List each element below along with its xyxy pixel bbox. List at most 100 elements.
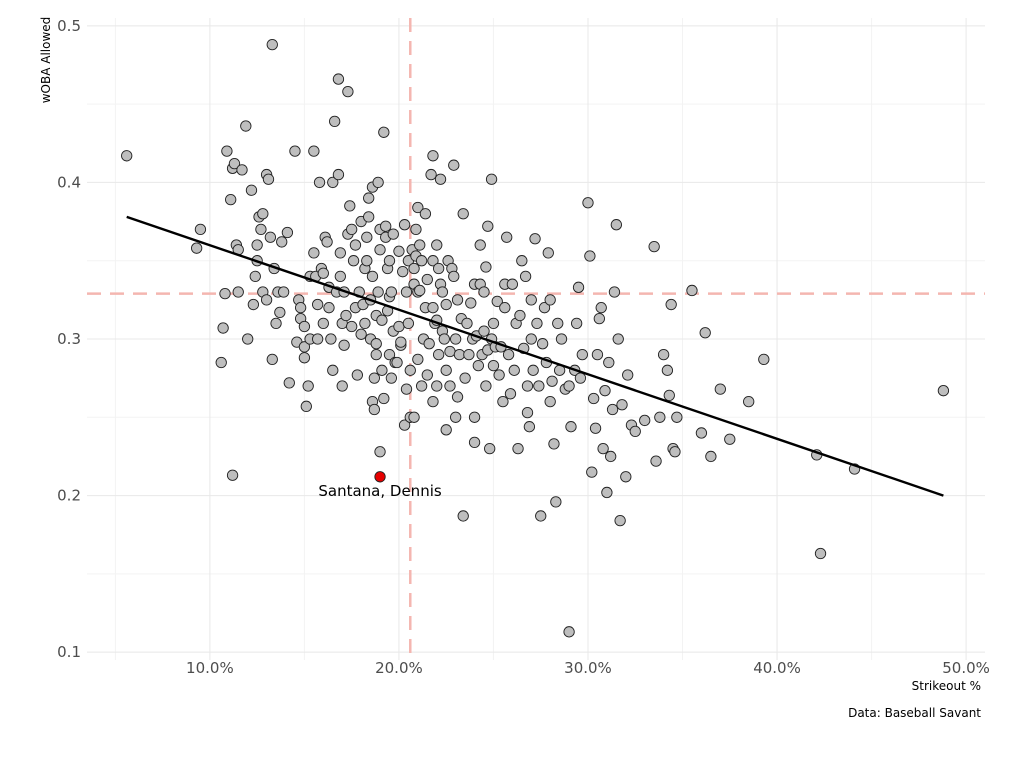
data-point: [542, 247, 554, 259]
y-tick-label: 0.2: [57, 487, 81, 505]
data-point: [387, 228, 399, 240]
data-point: [317, 317, 329, 329]
data-point: [606, 403, 619, 416]
data-point: [298, 320, 311, 333]
data-point: [393, 320, 405, 333]
x-tick-label: 50.0%: [942, 659, 990, 677]
data-point: [457, 510, 469, 522]
data-point: [363, 192, 375, 204]
data-point: [363, 211, 375, 223]
data-point: [425, 168, 437, 181]
data-point: [461, 317, 473, 329]
data-point: [671, 411, 683, 423]
data-point: [412, 201, 424, 214]
data-point: [219, 287, 231, 300]
data-point: [121, 150, 133, 162]
data-point: [482, 220, 494, 232]
data-point: [391, 356, 403, 369]
data-point: [724, 433, 736, 445]
data-point: [588, 392, 600, 405]
data-point: [654, 411, 666, 423]
data-point: [639, 414, 651, 427]
data-point: [544, 395, 556, 408]
data-point: [400, 383, 413, 395]
data-point: [661, 364, 674, 376]
data-point: [308, 145, 320, 157]
y-axis-ticks: 0.1 0.2 0.3 0.4 0.5: [57, 17, 81, 661]
data-point: [457, 208, 469, 220]
data-point: [605, 450, 617, 463]
data-point: [247, 298, 260, 311]
highlight-label: Santana, Dennis: [318, 482, 441, 500]
data-point: [232, 286, 244, 298]
data-point: [521, 380, 534, 392]
data-point: [323, 302, 335, 314]
data-point: [311, 298, 324, 311]
data-point: [427, 302, 439, 314]
data-point: [361, 231, 373, 243]
data-point: [814, 547, 827, 560]
data-point: [313, 176, 326, 189]
data-point: [436, 286, 449, 298]
data-point: [274, 306, 286, 319]
data-point: [521, 406, 534, 419]
data-point: [427, 395, 439, 408]
data-point: [608, 286, 621, 298]
data-point: [529, 233, 541, 245]
data-point: [527, 364, 539, 376]
data-point: [480, 380, 492, 392]
data-point: [657, 349, 670, 361]
data-point: [669, 446, 681, 458]
data-point: [544, 294, 556, 306]
data-point: [321, 236, 333, 248]
data-point: [294, 302, 307, 314]
data-point: [359, 317, 371, 329]
data-point: [450, 411, 462, 423]
data-point: [374, 244, 386, 256]
data-point: [423, 338, 435, 350]
data-point: [506, 278, 519, 290]
data-point: [393, 245, 405, 257]
data-point: [468, 436, 481, 448]
data-point: [453, 349, 466, 361]
data-point: [603, 356, 615, 369]
data-point: [463, 349, 475, 361]
data-point: [620, 471, 632, 483]
data-point: [705, 450, 717, 463]
data-point: [616, 399, 628, 411]
data-point: [665, 298, 677, 311]
data-point: [629, 425, 641, 438]
data-point: [444, 380, 456, 392]
data-point: [663, 389, 675, 402]
data-point: [434, 173, 447, 185]
y-tick-label: 0.3: [57, 330, 81, 348]
data-point: [372, 176, 384, 189]
data-point: [599, 385, 611, 397]
data-point: [450, 333, 462, 345]
data-point: [501, 231, 513, 243]
data-point: [327, 176, 339, 189]
data-point: [622, 369, 634, 381]
data-point: [523, 421, 536, 433]
data-point: [497, 395, 509, 408]
data-point: [448, 270, 460, 283]
data-point: [397, 266, 409, 278]
data-point: [514, 309, 526, 322]
data-point: [374, 446, 386, 458]
data-point: [270, 317, 282, 329]
data-point: [686, 284, 698, 297]
data-point: [468, 411, 481, 423]
data-point: [298, 341, 311, 353]
x-tick-label: 40.0%: [753, 659, 801, 677]
data-point: [361, 255, 373, 267]
data-point: [260, 294, 273, 306]
data-point: [404, 364, 416, 376]
highlighted-point: [374, 471, 386, 483]
data-point: [448, 159, 460, 171]
data-point: [650, 455, 662, 467]
data-point: [536, 338, 549, 350]
trend-line-group: [126, 215, 944, 497]
data-point: [432, 349, 445, 361]
data-point: [308, 247, 320, 259]
data-point: [249, 270, 261, 283]
